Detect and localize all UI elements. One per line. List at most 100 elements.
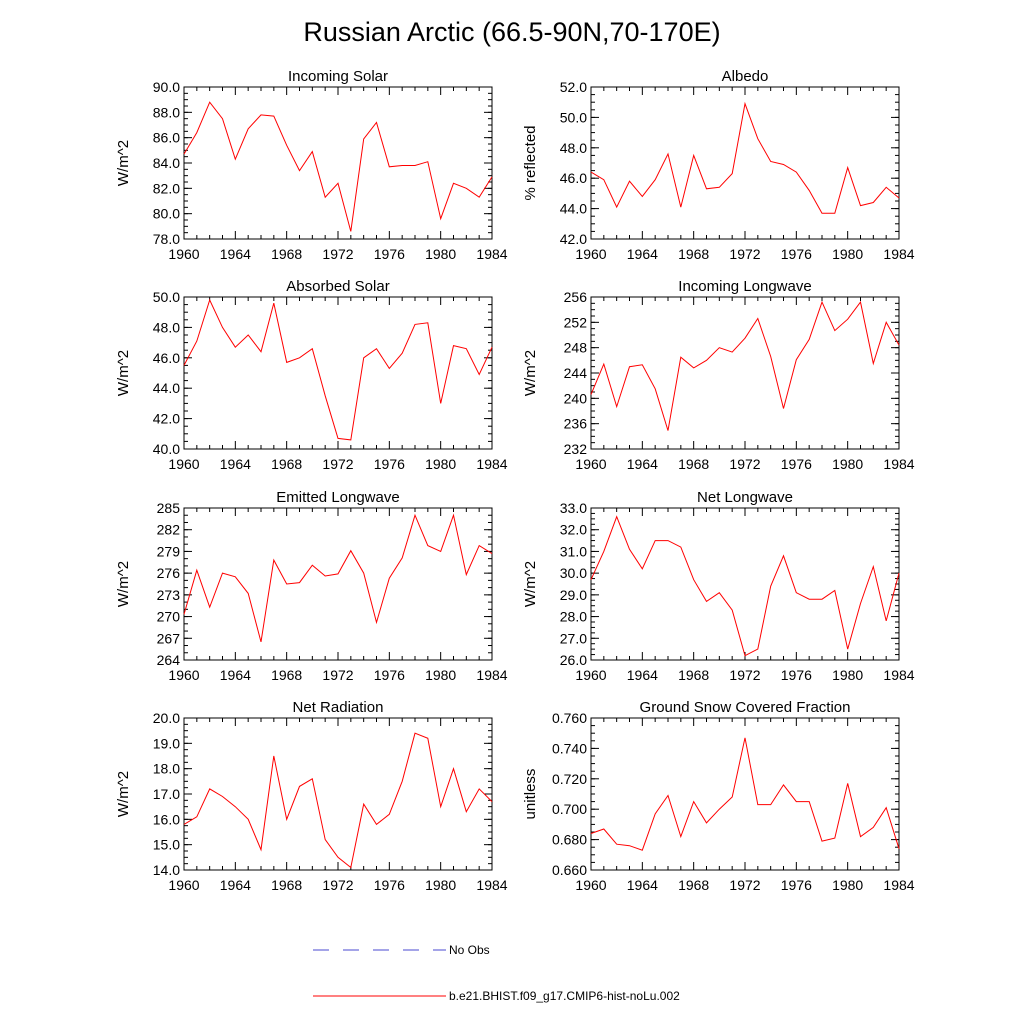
- chart-5-x-tick-label: 1960: [575, 667, 606, 683]
- chart-2-panel: Absorbed Solar W/m^2 1960 1964 1968 1972 1976 1…: [115, 278, 508, 472]
- chart-5-ylabel: W/m^2: [522, 561, 539, 607]
- chart-2-x-tick-label: 1980: [425, 456, 456, 472]
- chart-7-y-tick-label: 0.740: [552, 740, 587, 756]
- chart-6-x-tick-label: 1960: [168, 877, 199, 893]
- chart-7-x-tick-label: 1968: [678, 877, 709, 893]
- chart-1-panel: Albedo % reflected 1960 1964 1968 1972 1976 198…: [522, 68, 915, 262]
- chart-1-y-tick-label: 50.0: [560, 109, 587, 125]
- chart-3-y-tick-label: 252: [564, 314, 588, 330]
- chart-7-ylabel: unitless: [522, 769, 539, 820]
- chart-3-panel: Incoming Longwave W/m^2 1960 1964 1968 1972 19…: [522, 278, 915, 472]
- chart-1-x-tick-label: 1976: [781, 246, 812, 262]
- chart-3-plot-frame: [590, 296, 900, 450]
- chart-1-x-tick-label: 1960: [575, 246, 606, 262]
- chart-7-y-tick-label: 0.720: [552, 771, 587, 787]
- chart-4-x-tick-label: 1976: [374, 667, 405, 683]
- chart-1-series-line-albedo: [590, 101, 900, 214]
- chart-6-y-tick-label: 20.0: [153, 710, 180, 726]
- chart-3-y-tick-label: 248: [564, 340, 588, 356]
- chart-2-y-tick-label: 40.0: [153, 441, 180, 457]
- chart-5-x-tick-label: 1980: [832, 667, 863, 683]
- chart-2-x-tick-label: 1964: [220, 456, 251, 472]
- chart-5-x-tick-label: 1964: [627, 667, 658, 683]
- chart-7-y-tick-label: 0.760: [552, 710, 587, 726]
- figure-title: Russian Arctic (66.5-90N,70-170E): [303, 17, 720, 47]
- chart-4-y-tick-label: 267: [157, 630, 181, 646]
- chart-5-x-tick-label: 1976: [781, 667, 812, 683]
- chart-5-y-tick-label: 33.0: [560, 500, 587, 516]
- chart-6-x-tick-label: 1968: [271, 877, 302, 893]
- chart-1-x-tick-label: 1964: [627, 246, 658, 262]
- chart-5-y-tick-label: 28.0: [560, 609, 587, 625]
- chart-3-x-tick-label: 1980: [832, 456, 863, 472]
- chart-0-x-tick-label: 1984: [476, 246, 507, 262]
- chart-5-y-tick-label: 32.0: [560, 522, 587, 538]
- chart-3-x-tick-label: 1964: [627, 456, 658, 472]
- chart-1-y-tick-label: 48.0: [560, 140, 587, 156]
- chart-1-x-tick-label: 1968: [678, 246, 709, 262]
- chart-4-x-tick-label: 1960: [168, 667, 199, 683]
- chart-2-x-tick-label: 1976: [374, 456, 405, 472]
- chart-2-ylabel: W/m^2: [115, 350, 132, 396]
- chart-7-series-line-ground-snow-covered-fraction: [590, 737, 900, 851]
- chart-2-y-tick-label: 42.0: [153, 411, 180, 427]
- chart-6-y-tick-label: 19.0: [153, 735, 180, 751]
- chart-0-panel: Incoming Solar W/m^2 1960 1964 1968 1972 1976 1…: [115, 68, 508, 262]
- chart-7-plot-frame: [590, 717, 900, 871]
- chart-2-x-tick-label: 1968: [271, 456, 302, 472]
- chart-6-x-tick-label: 1972: [322, 877, 353, 893]
- chart-1-y-tick-label: 42.0: [560, 231, 587, 247]
- chart-3-y-tick-label: 244: [564, 365, 588, 381]
- chart-3-x-tick-label: 1960: [575, 456, 606, 472]
- chart-4-x-tick-label: 1964: [220, 667, 251, 683]
- chart-2-series-line-absorbed-solar: [183, 298, 493, 441]
- chart-4-ylabel: W/m^2: [115, 561, 132, 607]
- chart-5-panel: Net Longwave W/m^2 1960 1964 1968 1972 1976 198…: [522, 489, 915, 683]
- chart-1-y-tick-label: 44.0: [560, 201, 587, 217]
- chart-1-title: Albedo: [722, 68, 769, 85]
- chart-6-y-tick-label: 16.0: [153, 811, 180, 827]
- chart-4-y-tick-label: 276: [157, 565, 181, 581]
- legend: No Obs b.e21.BHIST.f09_g17.CMIP6-hist-no…: [313, 943, 680, 1003]
- legend-model-label: b.e21.BHIST.f09_g17.CMIP6-hist-noLu.002: [449, 989, 680, 1003]
- chart-7-panel: Ground Snow Covered Fraction unitless 1960…: [522, 699, 915, 893]
- chart-2-y-tick-label: 48.0: [153, 319, 180, 335]
- chart-6-y-tick-label: 14.0: [153, 862, 180, 878]
- chart-2-title: Absorbed Solar: [286, 278, 389, 295]
- chart-2-x-tick-label: 1984: [476, 456, 507, 472]
- panels: Incoming Solar W/m^2 1960 1964 1968 1972 1976 1…: [115, 68, 915, 893]
- chart-0-plot-frame: [183, 86, 493, 240]
- chart-4-y-tick-label: 270: [157, 609, 181, 625]
- chart-4-plot-frame: [183, 507, 493, 661]
- chart-3-x-tick-label: 1984: [883, 456, 914, 472]
- chart-4-x-tick-label: 1980: [425, 667, 456, 683]
- chart-7-x-tick-label: 1972: [729, 877, 760, 893]
- chart-2-x-tick-label: 1972: [322, 456, 353, 472]
- chart-0-y-tick-label: 78.0: [153, 231, 180, 247]
- chart-5-y-tick-label: 26.0: [560, 652, 587, 668]
- chart-5-series-line-net-longwave: [590, 515, 900, 657]
- chart-6-ylabel: W/m^2: [115, 771, 132, 817]
- chart-1-x-tick-label: 1984: [883, 246, 914, 262]
- chart-0-ylabel: W/m^2: [115, 140, 132, 186]
- chart-3-series-line-incoming-longwave: [590, 300, 900, 431]
- chart-7-x-tick-label: 1976: [781, 877, 812, 893]
- chart-7-x-tick-label: 1960: [575, 877, 606, 893]
- chart-1-y-tick-label: 46.0: [560, 170, 587, 186]
- chart-2-y-tick-label: 50.0: [153, 289, 180, 305]
- chart-0-y-tick-label: 80.0: [153, 206, 180, 222]
- chart-7-y-tick-label: 0.680: [552, 832, 587, 848]
- chart-0-y-tick-label: 84.0: [153, 155, 180, 171]
- chart-7-y-tick-label: 0.660: [552, 862, 587, 878]
- chart-4-x-tick-label: 1968: [271, 667, 302, 683]
- chart-0-x-tick-label: 1960: [168, 246, 199, 262]
- chart-0-x-tick-label: 1968: [271, 246, 302, 262]
- chart-3-x-tick-label: 1976: [781, 456, 812, 472]
- chart-4-y-tick-label: 279: [157, 543, 181, 559]
- chart-0-x-tick-label: 1964: [220, 246, 251, 262]
- chart-6-y-tick-label: 18.0: [153, 761, 180, 777]
- chart-0-y-tick-label: 88.0: [153, 104, 180, 120]
- chart-5-title: Net Longwave: [697, 489, 793, 506]
- chart-5-y-tick-label: 27.0: [560, 630, 587, 646]
- chart-4-y-tick-label: 273: [157, 587, 181, 603]
